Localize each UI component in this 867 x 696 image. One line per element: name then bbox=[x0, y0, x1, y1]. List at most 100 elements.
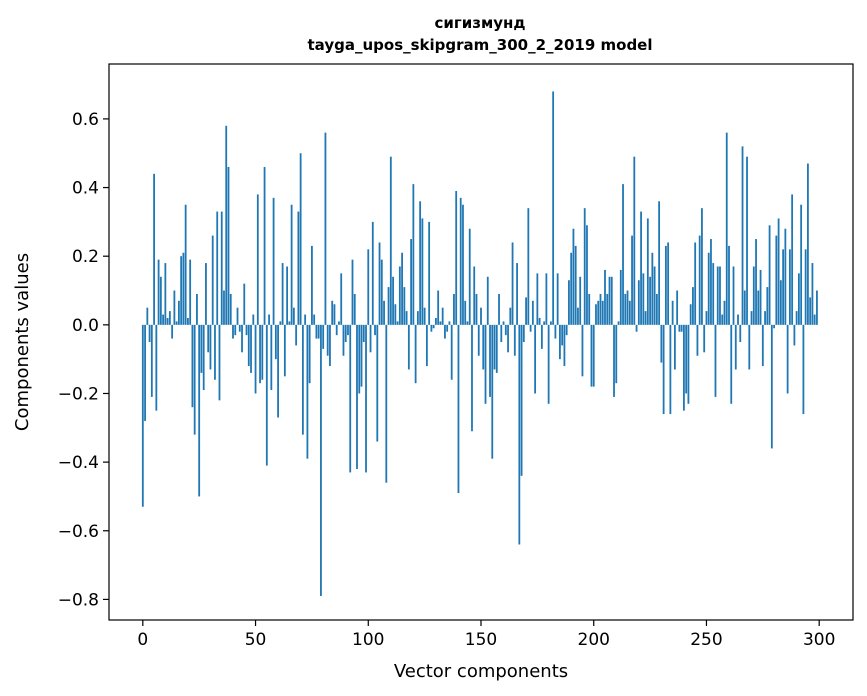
x-tick-label: 150 bbox=[465, 630, 497, 650]
bar-41 bbox=[234, 324, 237, 336]
bar-254 bbox=[714, 324, 717, 397]
bar-177 bbox=[540, 324, 543, 349]
bar-9 bbox=[162, 314, 165, 325]
bar-248 bbox=[701, 208, 703, 325]
bar-292 bbox=[800, 204, 803, 325]
y-tick-label: −0.6 bbox=[58, 522, 99, 542]
bar-74 bbox=[308, 324, 311, 384]
bar-213 bbox=[622, 184, 624, 325]
bar-201 bbox=[595, 304, 597, 325]
bar-32 bbox=[214, 324, 216, 380]
bar-129 bbox=[432, 324, 435, 329]
bar-50 bbox=[254, 324, 257, 394]
bar-214 bbox=[624, 293, 627, 325]
bar-112 bbox=[394, 304, 397, 325]
bar-298 bbox=[813, 314, 816, 325]
bar-178 bbox=[543, 321, 546, 325]
bar-108 bbox=[385, 324, 388, 483]
x-tick-label: 0 bbox=[137, 630, 148, 650]
bar-209 bbox=[613, 324, 615, 397]
bar-77 bbox=[315, 324, 318, 339]
bar-218 bbox=[633, 156, 636, 325]
bar-27 bbox=[202, 324, 205, 391]
bar-157 bbox=[495, 324, 498, 373]
bar-237 bbox=[676, 290, 679, 325]
bar-86 bbox=[335, 324, 338, 336]
bar-43 bbox=[238, 324, 241, 332]
bar-183 bbox=[554, 324, 557, 339]
bar-220 bbox=[637, 280, 640, 325]
bar-151 bbox=[482, 324, 485, 370]
bar-68 bbox=[295, 324, 298, 346]
bar-143 bbox=[464, 300, 467, 325]
bar-111 bbox=[392, 276, 394, 325]
bar-285 bbox=[784, 228, 787, 325]
bar-30 bbox=[209, 324, 212, 370]
bar-46 bbox=[245, 324, 248, 336]
bar-224 bbox=[646, 218, 649, 325]
bar-202 bbox=[597, 300, 600, 325]
bar-152 bbox=[484, 324, 487, 404]
bar-55 bbox=[265, 324, 268, 466]
bar-211 bbox=[617, 321, 620, 325]
bar-36 bbox=[223, 290, 225, 325]
bar-132 bbox=[439, 321, 442, 325]
bar-155 bbox=[491, 324, 494, 459]
bar-250 bbox=[705, 311, 708, 325]
bar-246 bbox=[696, 324, 699, 356]
bar-185 bbox=[559, 324, 561, 360]
bar-134 bbox=[444, 324, 446, 339]
bar-208 bbox=[610, 276, 613, 325]
bar-219 bbox=[635, 324, 638, 332]
bar-104 bbox=[376, 324, 379, 442]
bar-56 bbox=[268, 314, 270, 325]
y-tick-label: −0.2 bbox=[58, 384, 99, 404]
bar-75 bbox=[311, 245, 313, 325]
bar-257 bbox=[721, 314, 724, 325]
bar-260 bbox=[728, 245, 730, 325]
bar-189 bbox=[568, 280, 570, 325]
bar-52 bbox=[259, 324, 261, 384]
bar-217 bbox=[631, 235, 633, 325]
bar-135 bbox=[446, 324, 449, 332]
bar-94 bbox=[353, 293, 356, 325]
bar-121 bbox=[414, 324, 417, 384]
bar-216 bbox=[628, 300, 631, 325]
bar-47 bbox=[247, 324, 250, 367]
y-axis-label: Components values bbox=[12, 253, 33, 431]
x-tick-label: 250 bbox=[690, 630, 722, 650]
bar-33 bbox=[216, 211, 219, 325]
bar-139 bbox=[455, 190, 458, 325]
bar-106 bbox=[380, 259, 383, 325]
y-axis-ticks: −0.8 −0.6 −0.4 −0.2 0.0 0.2 0.4 0.6 bbox=[58, 110, 109, 610]
bar-24 bbox=[196, 293, 198, 325]
bar-8 bbox=[159, 276, 162, 325]
bar-128 bbox=[430, 324, 433, 332]
bar-126 bbox=[425, 324, 428, 367]
bar-145 bbox=[468, 228, 471, 325]
bar-236 bbox=[673, 324, 676, 370]
bar-242 bbox=[687, 324, 690, 404]
bar-20 bbox=[187, 317, 189, 325]
bar-159 bbox=[500, 324, 503, 342]
bar-147 bbox=[473, 266, 476, 325]
bar-274 bbox=[759, 269, 762, 325]
bar-133 bbox=[441, 307, 444, 325]
bar-266 bbox=[741, 146, 744, 325]
bar-172 bbox=[529, 324, 532, 332]
bar-64 bbox=[286, 266, 289, 325]
bar-156 bbox=[493, 324, 496, 370]
bar-117 bbox=[405, 311, 408, 325]
bar-264 bbox=[737, 314, 739, 325]
bar-290 bbox=[795, 311, 798, 325]
bar-287 bbox=[788, 249, 791, 325]
bar-123 bbox=[419, 201, 422, 325]
bar-232 bbox=[664, 245, 667, 325]
bar-277 bbox=[766, 287, 769, 325]
bar-280 bbox=[773, 324, 775, 329]
bar-138 bbox=[453, 293, 455, 325]
chart-title: сигизмунд bbox=[435, 14, 526, 32]
bar-49 bbox=[252, 314, 255, 325]
bar-262 bbox=[732, 266, 735, 325]
bar-105 bbox=[378, 242, 381, 325]
